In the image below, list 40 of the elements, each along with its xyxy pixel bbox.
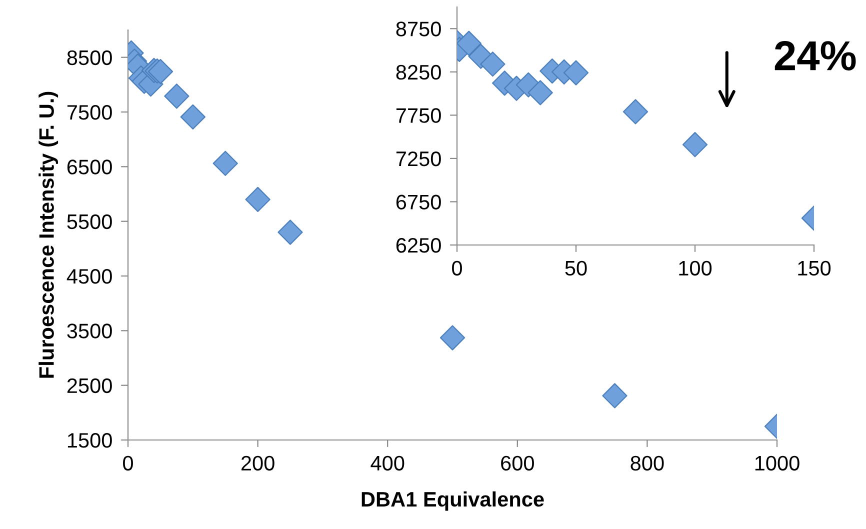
point xyxy=(480,52,506,77)
y-tick-label: 1500 xyxy=(68,433,112,448)
y-tick-label: 7250 xyxy=(396,151,441,166)
x-tick-label: 150 xyxy=(798,260,831,276)
y-tick-label: 6500 xyxy=(67,160,112,174)
point xyxy=(528,80,553,106)
y-tick-label: 5500 xyxy=(67,214,112,230)
y-tick-label: 8250 xyxy=(396,64,441,80)
point xyxy=(245,186,270,212)
x-axis-title: DBA1 Equivalence xyxy=(362,491,544,511)
x-tick-label: 400 xyxy=(370,456,404,471)
x-tick-label: 0 xyxy=(452,260,462,276)
y-tick-label: 3500 xyxy=(67,324,112,338)
x-tick-label: 600 xyxy=(501,456,534,471)
point xyxy=(602,383,628,408)
x-tick-label: 50 xyxy=(565,260,587,276)
point xyxy=(457,30,482,56)
x-tick-label: 200 xyxy=(241,456,274,471)
y-tick-label: 7500 xyxy=(67,105,112,120)
y-axis-title: Fluroescence Intensity (F. U.) xyxy=(38,92,58,378)
annotation: 24% xyxy=(774,41,856,70)
point xyxy=(440,325,466,350)
y-tick-label: 6250 xyxy=(396,238,441,253)
point xyxy=(278,220,303,245)
x-tick-label: 800 xyxy=(630,456,664,471)
x-tick-label: 0 xyxy=(123,456,133,471)
point xyxy=(622,99,648,124)
y-tick-label: 8500 xyxy=(67,50,112,66)
y-tick-label: 6750 xyxy=(396,194,441,210)
y-tick-label: 7750 xyxy=(396,108,441,123)
x-tick-label: 1000 xyxy=(755,456,800,471)
y-tick-label: 4500 xyxy=(66,269,112,284)
point xyxy=(212,150,238,176)
point xyxy=(164,84,190,109)
point xyxy=(563,60,589,86)
point xyxy=(180,104,206,130)
point xyxy=(682,132,708,158)
y-tick-label: 2500 xyxy=(67,378,112,394)
x-tick-label: 100 xyxy=(679,260,712,276)
y-tick-label: 8750 xyxy=(396,22,441,36)
